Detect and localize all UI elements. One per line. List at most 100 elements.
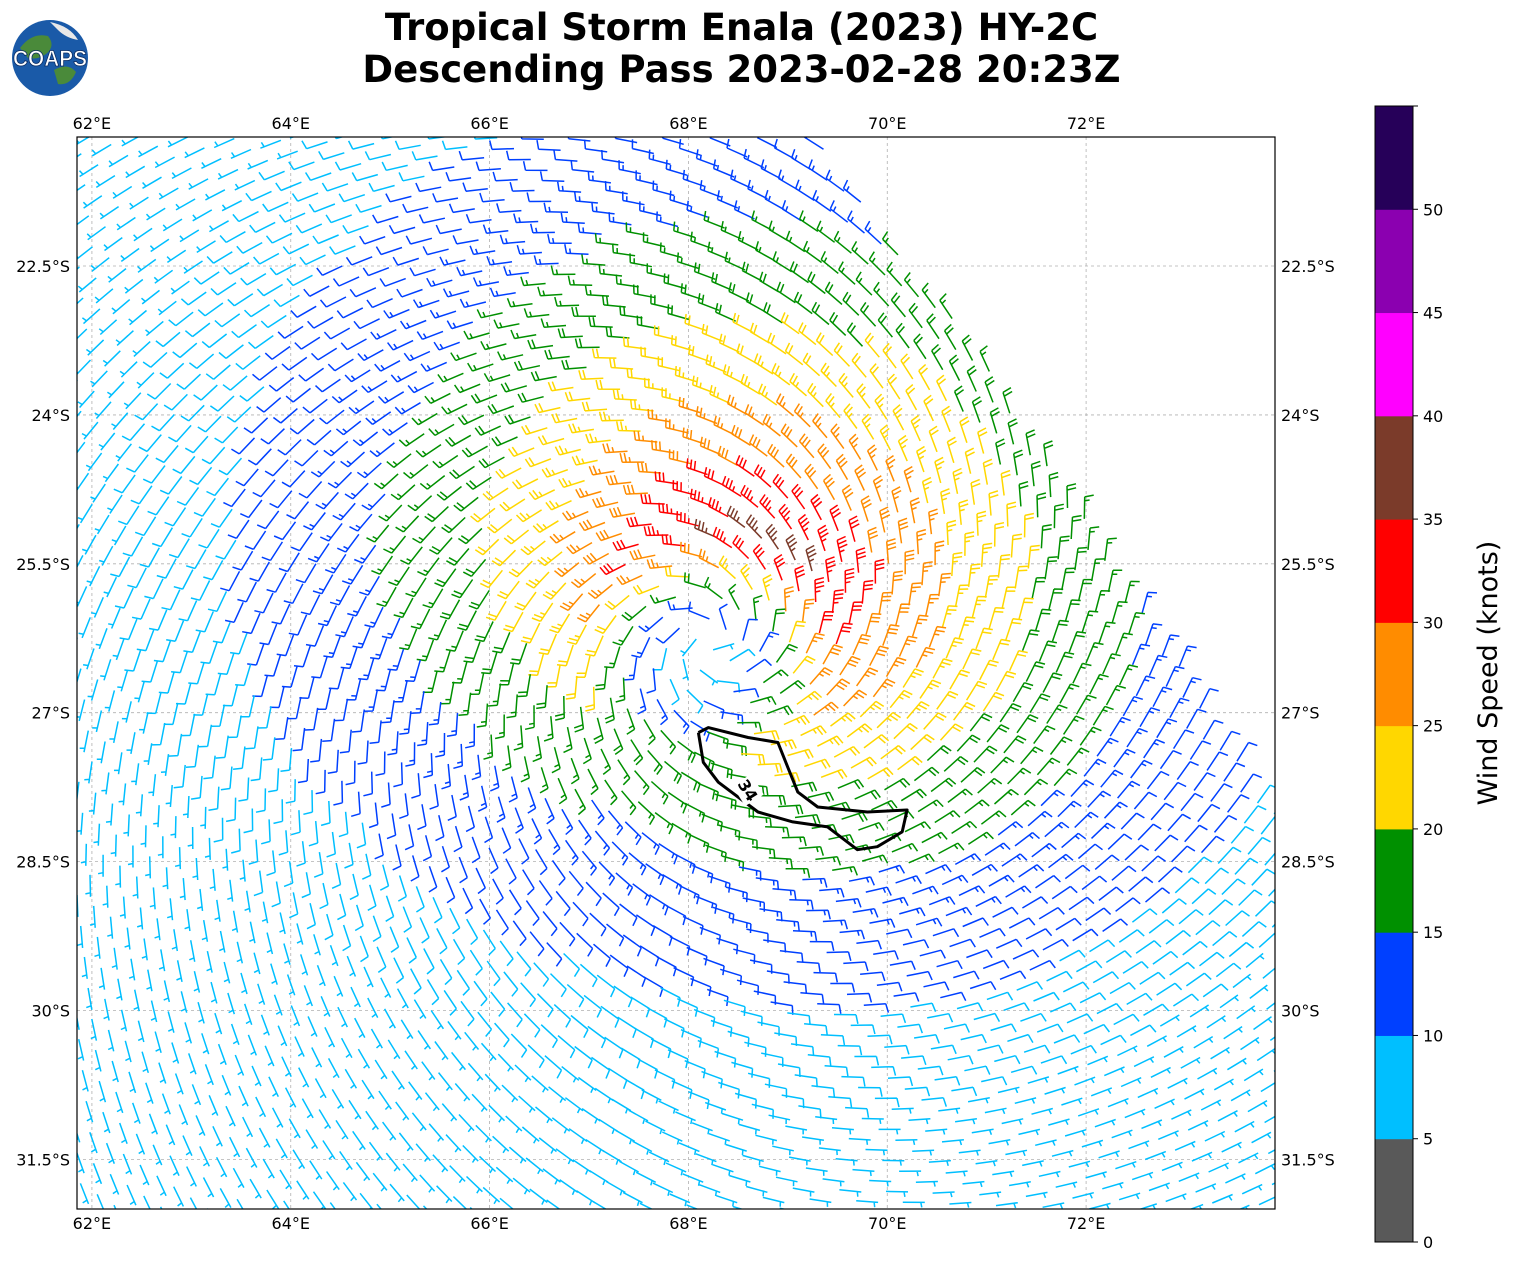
wind-barb bbox=[1035, 1139, 1057, 1147]
wind-barb bbox=[733, 687, 760, 698]
wind-barb bbox=[1124, 1108, 1146, 1119]
wind-barb bbox=[626, 708, 636, 735]
map-grid bbox=[77, 137, 1275, 1209]
wind-barb bbox=[664, 760, 683, 784]
wind-barb bbox=[684, 802, 706, 823]
wind-barb bbox=[1048, 853, 1074, 869]
wind-barb bbox=[354, 904, 364, 932]
wind-barb bbox=[1131, 1171, 1154, 1181]
wind-barb bbox=[1096, 1002, 1123, 1015]
wind-barb bbox=[1152, 950, 1179, 965]
wind-barb bbox=[292, 1149, 306, 1170]
wind-barb bbox=[792, 1187, 815, 1197]
wind-barb bbox=[176, 486, 200, 506]
wind-barb bbox=[424, 1092, 440, 1112]
wind-barb bbox=[1213, 814, 1238, 833]
wind-barb bbox=[1221, 878, 1246, 896]
colorbar-tick-label: 10 bbox=[1423, 1026, 1443, 1045]
wind-barb bbox=[835, 1158, 858, 1166]
wind-barb bbox=[185, 549, 207, 570]
wind-barb bbox=[482, 224, 509, 235]
wind-barb bbox=[774, 772, 801, 783]
wind-barb bbox=[213, 137, 235, 149]
wind-barb bbox=[986, 991, 1014, 1001]
wind-barb bbox=[1016, 981, 1044, 991]
wind-barb bbox=[747, 179, 768, 200]
wind-barb bbox=[503, 611, 524, 633]
wind-barb bbox=[984, 1107, 1007, 1115]
wind-barb bbox=[705, 844, 727, 862]
wind-barb bbox=[571, 306, 596, 317]
wind-barb bbox=[339, 1150, 353, 1171]
wind-barb bbox=[1210, 1046, 1230, 1060]
wind-barb bbox=[323, 440, 349, 457]
wind-barb bbox=[990, 1023, 1017, 1033]
wind-barb bbox=[540, 318, 567, 329]
wind-barb bbox=[172, 342, 198, 359]
wind-barb bbox=[453, 825, 463, 853]
wind-barb bbox=[1254, 1163, 1275, 1175]
wind-barb bbox=[143, 1195, 151, 1209]
wind-barb bbox=[759, 631, 780, 652]
wind-barb bbox=[227, 879, 234, 902]
wind-barb bbox=[589, 912, 607, 937]
wind-barb bbox=[1009, 112, 1023, 136]
wind-barb bbox=[964, 447, 975, 474]
wind-barb bbox=[262, 1158, 275, 1179]
wind-barb bbox=[854, 789, 881, 800]
wind-barb bbox=[190, 580, 211, 601]
wind-barb bbox=[77, 441, 86, 454]
wind-barb bbox=[483, 734, 494, 760]
wind-barb bbox=[828, 1095, 853, 1108]
wind-barb bbox=[179, 229, 200, 243]
wind-barb bbox=[286, 974, 296, 996]
wind-barb bbox=[1035, 874, 1061, 889]
wind-barb bbox=[902, 939, 930, 949]
wind-barb bbox=[410, 855, 420, 882]
wind-barb bbox=[906, 970, 933, 981]
wind-barb bbox=[507, 1002, 523, 1028]
wind-barb bbox=[713, 415, 735, 436]
wind-barb bbox=[244, 530, 267, 551]
wind-barb bbox=[208, 786, 220, 811]
wind-barb bbox=[895, 1139, 918, 1146]
wind-barb bbox=[1193, 1035, 1214, 1049]
wind-barb bbox=[835, 897, 862, 908]
wind-barb bbox=[290, 1005, 301, 1027]
wind-barb bbox=[544, 1055, 563, 1079]
logo-text: COAPS bbox=[13, 46, 87, 71]
wind-barb bbox=[843, 403, 858, 429]
wind-barb bbox=[924, 593, 940, 617]
wind-barb bbox=[205, 364, 231, 380]
wind-barb bbox=[231, 437, 256, 455]
wind-barb bbox=[790, 1043, 815, 1057]
wind-barb bbox=[193, 497, 216, 517]
wind-barb bbox=[130, 485, 153, 505]
wind-barb bbox=[1172, 729, 1195, 749]
wind-barb bbox=[188, 353, 215, 369]
wind-barb bbox=[253, 252, 280, 265]
wind-barb bbox=[247, 448, 272, 466]
wind-barb bbox=[680, 771, 701, 793]
wind-barb bbox=[647, 750, 663, 775]
wind-barb bbox=[537, 435, 565, 446]
wind-barb bbox=[337, 1006, 348, 1028]
wind-barb bbox=[139, 547, 160, 568]
wind-barb bbox=[816, 220, 836, 243]
wind-barb bbox=[268, 377, 295, 392]
wind-barb bbox=[543, 202, 569, 214]
wind-barb bbox=[175, 682, 192, 705]
wind-barb bbox=[873, 281, 890, 307]
wind-barb bbox=[424, 392, 451, 404]
wind-barb bbox=[673, 709, 690, 735]
wind-barb bbox=[370, 638, 388, 660]
colorbar-segment bbox=[1375, 932, 1413, 1036]
wind-barb bbox=[930, 777, 957, 793]
wind-barb bbox=[160, 753, 170, 777]
wind-barb bbox=[108, 154, 129, 168]
wind-barb bbox=[305, 1129, 319, 1149]
wind-barb bbox=[550, 265, 576, 276]
wind-barb bbox=[273, 994, 283, 1016]
wind-barb bbox=[1236, 741, 1258, 762]
wind-barb bbox=[1066, 747, 1090, 766]
